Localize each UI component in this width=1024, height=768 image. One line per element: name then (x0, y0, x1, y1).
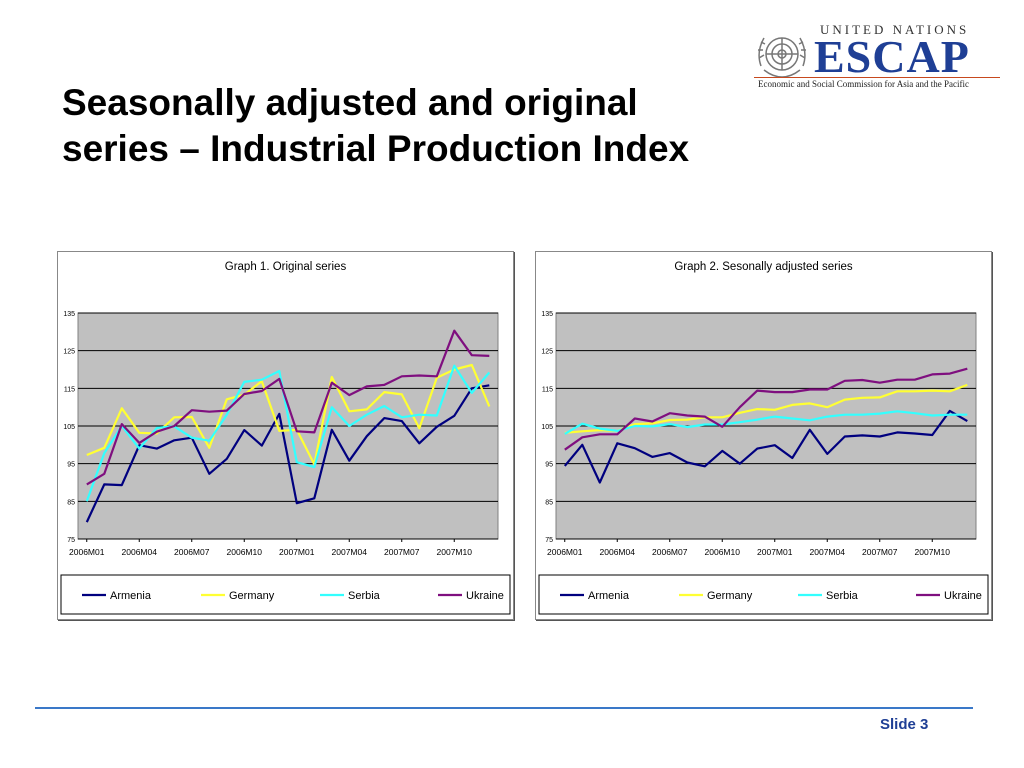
y-tick-label: 95 (545, 462, 553, 469)
x-tick-label: 2006M07 (652, 547, 688, 557)
legend-label-ukraine: Ukraine (944, 590, 982, 602)
y-tick-label: 85 (67, 499, 75, 506)
legend-box (60, 574, 511, 615)
x-tick-label: 2006M01 (69, 547, 105, 557)
y-tick-label: 115 (64, 386, 75, 393)
x-tick-label: 2007M01 (279, 547, 315, 557)
y-tick-label: 115 (542, 386, 553, 393)
logo-rule (754, 77, 1000, 78)
x-tick-label: 2007M01 (757, 547, 793, 557)
y-tick-label: 105 (63, 424, 75, 431)
logo-subtitle: Economic and Social Commission for Asia … (758, 79, 969, 89)
x-tick-label: 2006M07 (174, 547, 210, 557)
y-tick-label: 75 (67, 537, 75, 544)
x-tick-label: 2007M07 (862, 547, 898, 557)
logo-united-nations-text: UNITED NATIONS (820, 22, 970, 37)
x-tick-label: 2007M10 (915, 547, 951, 557)
title-line-1: Seasonally adjusted and original (62, 82, 638, 123)
chart-seasonally-adjusted: Graph 2. Sesonally adjusted series 75 85 95… (535, 251, 992, 620)
slide-title: Seasonally adjusted and original series … (62, 80, 822, 172)
series-line-serbia (85, 364, 491, 502)
legend-label-serbia: Serbia (348, 590, 381, 602)
legend-label-armenia: Armenia (588, 590, 630, 602)
x-tick-label: 2007M07 (384, 547, 420, 557)
y-tick-label: 135 (63, 311, 75, 318)
footer-rule (35, 707, 973, 709)
y-tick-label: 75 (545, 537, 553, 544)
x-tick-label: 2006M01 (547, 547, 583, 557)
title-line-2: series – Industrial Production Index (62, 128, 690, 169)
chart-title: Graph 2. Sesonally adjusted series (674, 261, 853, 273)
y-tick-label: 85 (545, 499, 553, 506)
logo-escap-text: ESCAP (814, 31, 970, 82)
chart-svg: Graph 1. Original series 75 85 95 105 115 125 1… (60, 261, 511, 615)
y-tick-label: 95 (67, 462, 75, 469)
chart-original-series: Graph 1. Original series 75 85 95 105 115 125 1… (57, 251, 514, 620)
un-emblem-icon (758, 37, 806, 78)
x-tick-label: 2006M04 (600, 547, 636, 557)
chart-title: Graph 1. Original series (225, 261, 347, 273)
legend-label-germany: Germany (707, 590, 753, 602)
x-tick-label: 2006M10 (227, 547, 263, 557)
x-tick-label: 2007M04 (332, 547, 368, 557)
x-tick-label: 2007M04 (810, 547, 846, 557)
legend-box (538, 574, 989, 615)
y-tick-label: 105 (541, 424, 553, 431)
x-tick-label: 2006M04 (122, 547, 158, 557)
series-line-serbia (564, 410, 968, 435)
escap-logo: UNITED NATIONS ESCAP Economic and Social… (752, 20, 1002, 96)
slide-number: Slide 3 (880, 716, 929, 733)
series-line-armenia (85, 384, 490, 523)
y-tick-label: 125 (541, 349, 553, 356)
series-line-germany (564, 383, 968, 434)
series-line-ukraine (86, 329, 490, 486)
legend-label-serbia: Serbia (826, 590, 859, 602)
series-line-armenia (563, 409, 968, 484)
y-tick-label: 125 (63, 349, 75, 356)
legend-label-armenia: Armenia (110, 590, 152, 602)
y-tick-label: 135 (541, 311, 553, 318)
legend-label-germany: Germany (229, 590, 275, 602)
legend-label-ukraine: Ukraine (466, 590, 504, 602)
chart-svg: Graph 2. Sesonally adjusted series 75 85 95… (538, 261, 989, 615)
series-line-ukraine (564, 367, 968, 451)
x-tick-label: 2007M10 (437, 547, 473, 557)
x-tick-label: 2006M10 (705, 547, 741, 557)
